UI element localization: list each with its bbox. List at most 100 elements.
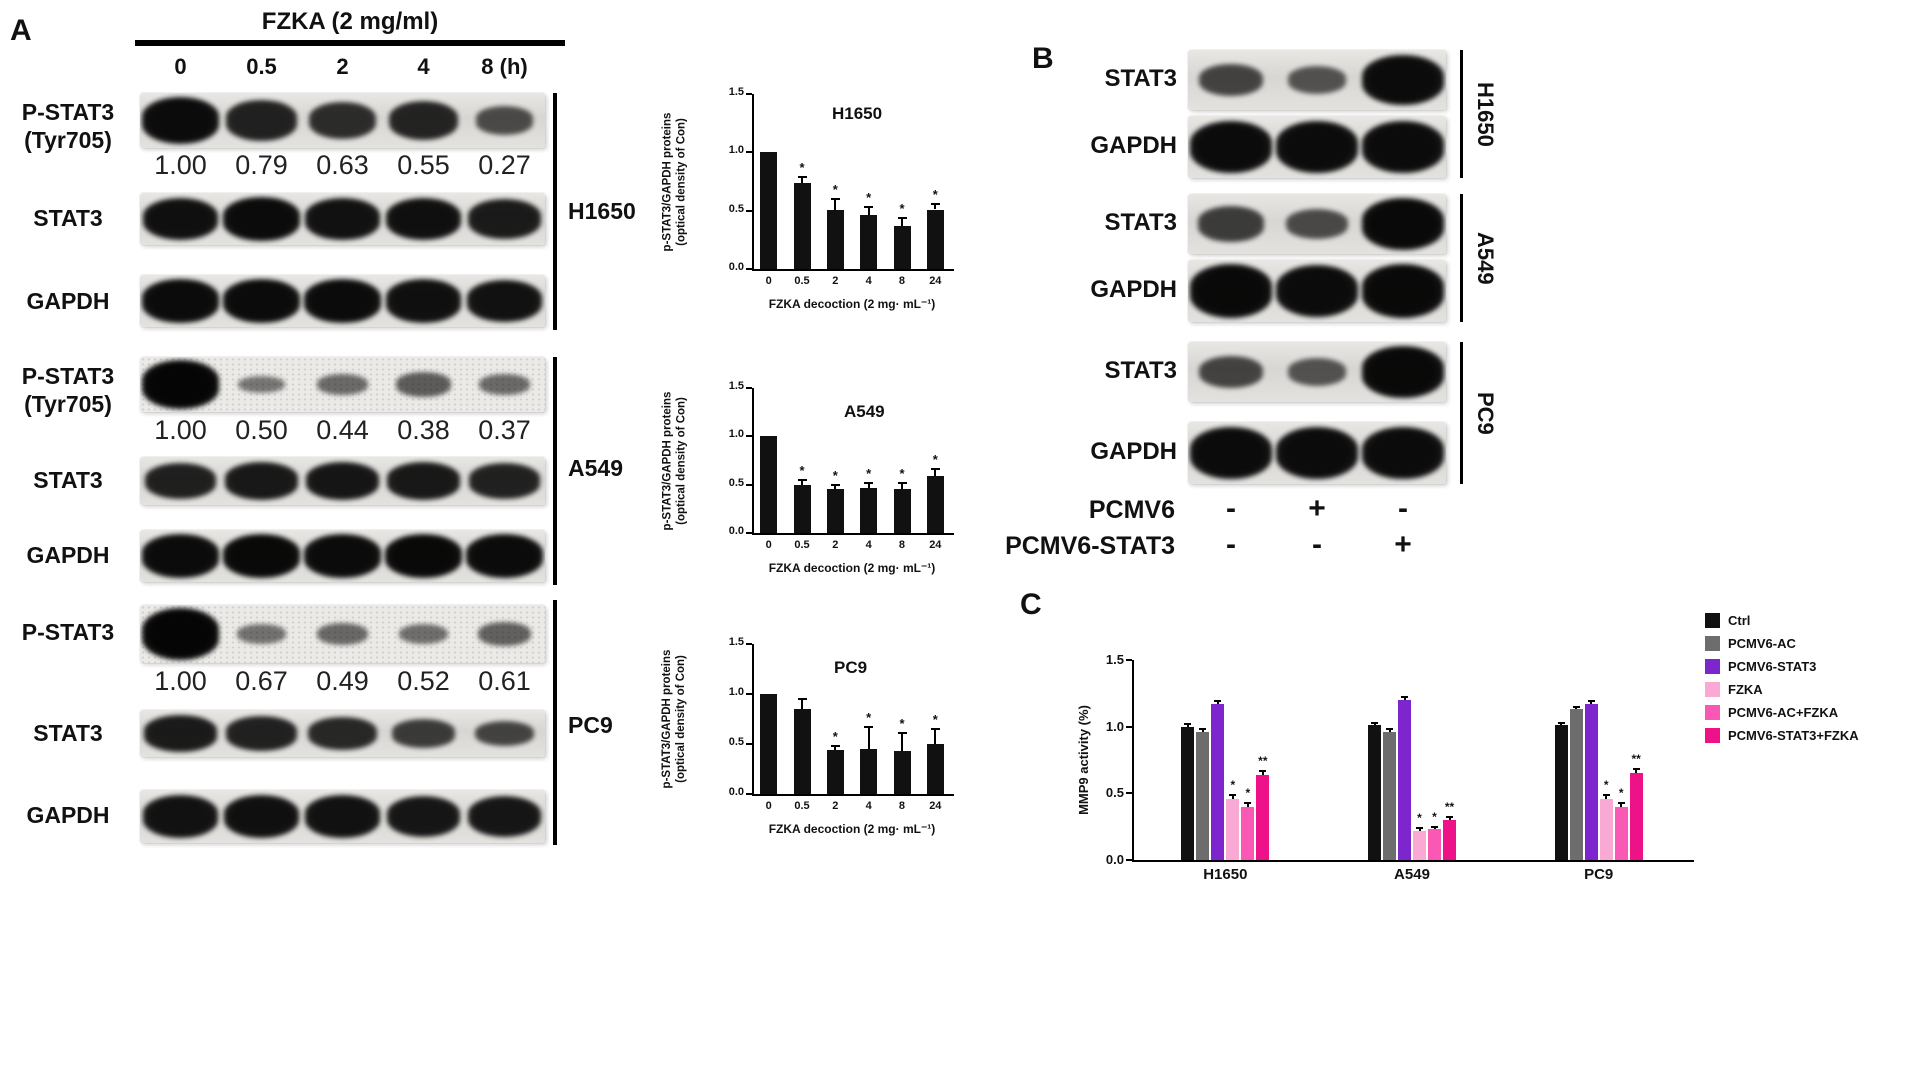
protein-band xyxy=(385,197,462,241)
bar xyxy=(1629,773,1643,860)
y-axis-label-line: MMP9 activity (%) xyxy=(1076,705,1091,815)
y-tick-mark xyxy=(1126,725,1132,728)
error-cap xyxy=(797,698,807,700)
error-cap xyxy=(1401,696,1408,699)
error-cap xyxy=(1229,793,1237,796)
sig-marker: * xyxy=(799,159,805,175)
condition-values-PCMV6-STAT3: - - + xyxy=(1188,528,1446,562)
error-bar xyxy=(1261,770,1264,775)
protein-band xyxy=(223,794,300,839)
panelB-gapdh-blot-A549-lane-0 xyxy=(1188,260,1274,322)
sig-marker: * xyxy=(866,710,872,725)
protein-band xyxy=(226,716,297,751)
panelB-gapdh-blot-A549-lane-2 xyxy=(1360,260,1446,322)
error-bar xyxy=(1620,802,1623,807)
error-bar xyxy=(1575,706,1578,710)
x-tick-label: 24 xyxy=(929,275,942,287)
density-value: 0.38 xyxy=(397,415,450,445)
y-tick-label: 1.0 xyxy=(728,428,744,441)
panelB-cell-line-label-PC9: PC9 xyxy=(1473,391,1498,435)
sig-marker: * xyxy=(1245,785,1251,800)
bar xyxy=(1383,732,1396,860)
y-axis-label: MMP9 activity (%) xyxy=(1076,660,1091,860)
pstat3-blot-H1650-lane-1 xyxy=(221,93,302,148)
protein-band xyxy=(1198,206,1264,242)
timepoint-2: 2 xyxy=(336,54,349,79)
panelB-stat3-label-H1650: STAT3 xyxy=(1104,65,1177,92)
x-tick-label: 8 xyxy=(898,275,906,287)
y-tick-label: 0.5 xyxy=(728,202,744,215)
protein-band xyxy=(388,100,459,141)
protein-band xyxy=(467,795,542,838)
stat3-blot-A549-lane-1 xyxy=(221,457,302,505)
y-tick-mark xyxy=(746,483,752,486)
error-cap xyxy=(1557,721,1565,724)
y-tick-label: 0.0 xyxy=(728,261,744,273)
protein-band xyxy=(1362,54,1444,106)
protein-band xyxy=(305,462,380,500)
error-bar xyxy=(801,479,803,485)
bar xyxy=(860,749,878,794)
stat3-blot-A549 xyxy=(140,457,545,505)
y-tick-mark xyxy=(746,643,752,645)
stat3-blot-A549-lane-2 xyxy=(302,457,383,505)
error-bar xyxy=(1560,722,1563,726)
y-tick-mark xyxy=(746,93,752,95)
sig-marker: ** xyxy=(1258,753,1268,768)
bar xyxy=(793,709,811,794)
error-cap xyxy=(864,206,874,209)
legend-item-Ctrl: Ctrl xyxy=(1705,612,1905,628)
protein-band xyxy=(1287,65,1347,95)
sig-marker: * xyxy=(932,712,938,727)
legend-label: PCMV6-AC+FZKA xyxy=(1728,704,1839,720)
pstat3-blot-H1650-lane-0 xyxy=(140,93,221,148)
legend-item-PCMV6-AC+FZKA: PCMV6-AC+FZKA xyxy=(1705,704,1905,720)
condition-value-0: - xyxy=(1226,528,1236,561)
stat3-blot-H1650 xyxy=(140,193,545,245)
error-cap xyxy=(830,198,840,200)
protein-band xyxy=(1199,355,1263,389)
protein-band xyxy=(1190,120,1272,174)
error-bar xyxy=(867,482,870,488)
error-bar xyxy=(834,484,837,489)
bar xyxy=(1443,820,1456,860)
x-tick-label: 2 xyxy=(832,275,839,287)
legend-item-PCMV6-AC: PCMV6-AC xyxy=(1705,635,1905,651)
protein-band xyxy=(1276,264,1358,318)
stat3-blot-PC9-lane-1 xyxy=(221,710,302,757)
error-cap xyxy=(1386,728,1393,731)
error-cap xyxy=(1371,721,1378,724)
pstat3-blot-PC9-lane-2 xyxy=(302,605,383,663)
panelB-gapdh-blot-H1650-lane-1 xyxy=(1274,116,1360,178)
bar xyxy=(926,744,944,794)
panelB-stat3-blot-PC9-lane-1 xyxy=(1274,342,1360,402)
stat3-blot-A549-lane-3 xyxy=(383,457,464,505)
cell-line-label-A549: A549 xyxy=(568,455,623,481)
protein-band xyxy=(1362,120,1444,174)
error-bar xyxy=(1388,729,1391,732)
panelB-stat3-label-PC9: STAT3 xyxy=(1104,357,1177,384)
protein-band xyxy=(226,100,297,141)
gapdh-blot-A549 xyxy=(140,530,545,582)
density-value: 0.49 xyxy=(316,666,369,696)
panel-b-label: B xyxy=(1032,42,1054,75)
bar xyxy=(1368,725,1381,860)
panelB-gapdh-blot-H1650 xyxy=(1188,116,1446,178)
y-tick-label: 1.5 xyxy=(728,380,744,392)
error-cap xyxy=(1431,825,1438,828)
pstat3-blot-PC9-lane-4 xyxy=(464,605,545,663)
protein-band xyxy=(225,462,298,500)
protein-band xyxy=(468,199,541,239)
error-cap xyxy=(897,481,907,484)
y-tick-mark xyxy=(746,151,752,154)
error-bar xyxy=(1186,724,1189,727)
x-tick-label: A549 xyxy=(1394,866,1430,883)
sig-marker: * xyxy=(932,186,938,202)
stat3-blot-PC9-lane-4 xyxy=(464,710,545,757)
panelB-gapdh-blot-PC9-lane-1 xyxy=(1274,422,1360,484)
panelB-gapdh-label-A549: GAPDH xyxy=(1090,276,1177,303)
bar xyxy=(893,225,911,269)
protein-band xyxy=(304,279,381,323)
legend: Ctrl PCMV6-AC PCMV6-STAT3 FZKA PCMV6-AC+FZKA… xyxy=(1705,612,1905,750)
x-tick-label: 4 xyxy=(865,275,872,287)
